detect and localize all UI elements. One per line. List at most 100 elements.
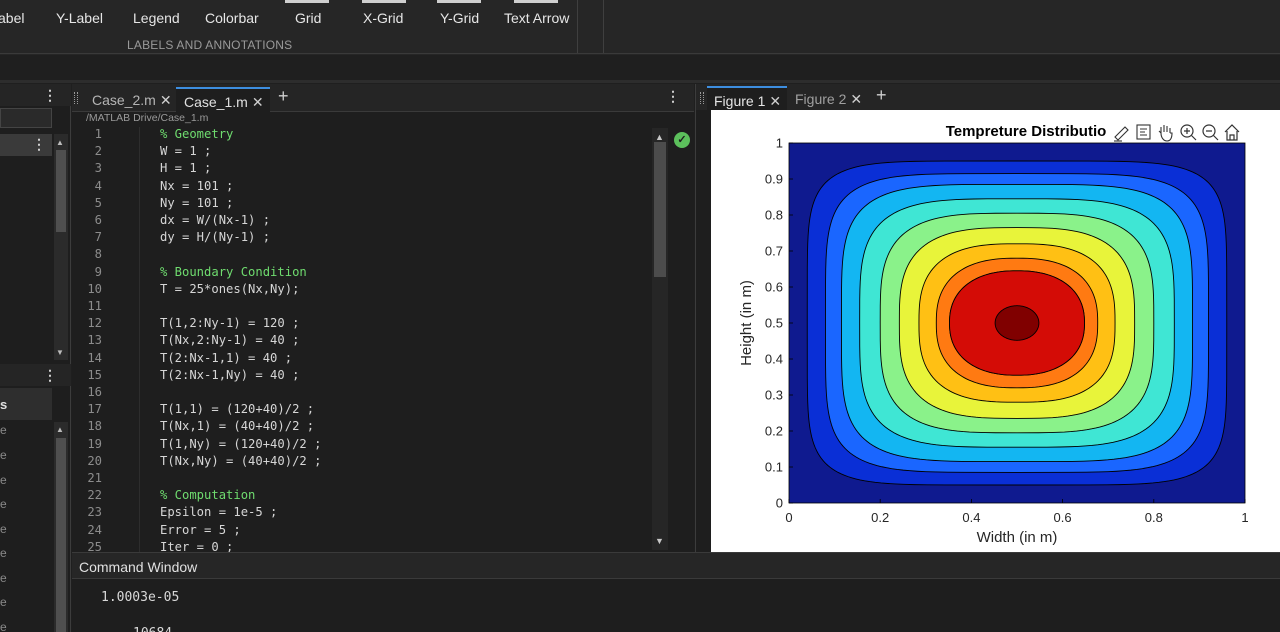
code-line[interactable]: 14 T(2:Nx-1,1) = 40 ; — [72, 351, 652, 368]
file-path: /MATLAB Drive/Case_1.m — [86, 112, 209, 124]
workspace-row[interactable]: e — [0, 473, 7, 487]
close-icon[interactable]: ✕ — [159, 92, 172, 108]
edit-plot-icon[interactable] — [1114, 126, 1129, 142]
grid-button[interactable]: Grid — [295, 10, 322, 26]
line-number: 20 — [87, 453, 102, 468]
scroll-down-icon[interactable]: ▼ — [655, 536, 664, 546]
path-input[interactable] — [0, 108, 52, 128]
code-line[interactable]: 20 T(Nx,Ny) = (40+40)/2 ; — [72, 454, 652, 471]
x-tick-label: 1 — [1241, 510, 1248, 525]
code-line[interactable]: 6 dx = W/(Nx-1) ; — [72, 213, 652, 230]
workspace-scroll-thumb[interactable] — [56, 438, 66, 632]
workspace-row[interactable]: e — [0, 423, 7, 437]
code-line[interactable]: 5 Ny = 101 ; — [72, 196, 652, 213]
command-window[interactable]: Command Window 1.0003e-05 10684 — [72, 552, 1280, 632]
code-line[interactable]: 19 T(1,Ny) = (120+40)/2 ; — [72, 437, 652, 454]
close-icon[interactable]: ✕ — [850, 91, 863, 107]
code-line[interactable]: 17 T(1,1) = (120+40)/2 ; — [72, 402, 652, 419]
code-line[interactable]: 22 % Computation — [72, 488, 652, 505]
code-text: Epsilon = 1e-5 ; — [160, 505, 278, 520]
scroll-up-icon[interactable]: ▲ — [655, 132, 664, 142]
editor-kebab-icon[interactable]: ⋮ — [666, 88, 680, 104]
workspace-row[interactable]: e — [0, 522, 7, 536]
code-line[interactable]: 10 T = 25*ones(Nx,Ny); — [72, 282, 652, 299]
code-line[interactable]: 8 — [72, 247, 652, 264]
contour-plot[interactable]: 0 0.2 0.4 0.6 0.8 1 0 0.1 0.2 0.3 0.4 0.5 0.6 0.7 0.8 0… — [711, 110, 1280, 552]
code-line[interactable]: 2 W = 1 ; — [72, 144, 652, 161]
code-line[interactable]: 12 T(1,2:Ny-1) = 120 ; — [72, 316, 652, 333]
kebab-menu-icon[interactable]: ⋮ — [43, 87, 57, 103]
line-number: 5 — [94, 195, 102, 210]
code-line[interactable]: 1 % Geometry — [72, 127, 652, 144]
editor-scroll-thumb[interactable] — [654, 142, 666, 277]
workspace-row[interactable]: e — [0, 620, 7, 632]
workspace-scroll-up-icon[interactable]: ▲ — [56, 425, 64, 434]
home-icon[interactable] — [1224, 124, 1240, 141]
line-number: 12 — [87, 316, 102, 331]
workspace-header: ⋮ — [0, 364, 71, 386]
code-line[interactable]: 25 Iter = 0 ; — [72, 540, 652, 552]
x-grid-button[interactable]: X-Grid — [363, 10, 404, 26]
code-line[interactable]: 15 T(2:Nx-1,Ny) = 40 ; — [72, 368, 652, 385]
workspace-row[interactable]: e — [0, 497, 7, 511]
y-grid-icon — [437, 0, 481, 3]
close-icon[interactable]: ✕ — [769, 93, 782, 109]
code-line[interactable]: 16 — [72, 385, 652, 402]
drag-grip-icon[interactable] — [700, 92, 704, 104]
text-arrow-button[interactable]: Text Arrow — [504, 10, 570, 26]
x-tick-label: 0.2 — [871, 510, 889, 525]
check-circle-icon[interactable]: ✓ — [674, 132, 690, 148]
tab-case-1[interactable]: Case_1.m ✕ — [176, 87, 270, 112]
code-line[interactable]: 3 H = 1 ; — [72, 161, 652, 178]
code-area[interactable]: 1 % Geometry 2 W = 1 ; 3 H = 1 ; 4 Nx = 101 ; 5 N… — [72, 127, 652, 552]
workspace-row[interactable]: e — [0, 546, 7, 560]
pan-hand-icon[interactable] — [1158, 125, 1173, 142]
selected-file-row[interactable]: ⋮ — [0, 134, 52, 156]
datatip-icon[interactable] — [1136, 124, 1151, 140]
figure-splitter[interactable] — [696, 110, 711, 552]
y-tick-label: 0.3 — [765, 388, 783, 403]
toolstrip-section: abel Y-Label Legend Colorbar Grid X-Grid… — [0, 0, 604, 53]
scroll-down-icon[interactable]: ▼ — [56, 348, 64, 357]
code-line[interactable]: 24 Error = 5 ; — [72, 523, 652, 540]
legend-button[interactable]: Legend — [133, 10, 180, 26]
colorbar-button[interactable]: Colorbar — [205, 10, 259, 26]
line-number: 19 — [87, 436, 102, 451]
scroll-up-icon[interactable]: ▲ — [56, 138, 64, 147]
code-line[interactable]: 23 Epsilon = 1e-5 ; — [72, 505, 652, 522]
code-line[interactable]: 4 Nx = 101 ; — [72, 179, 652, 196]
file-browser-scroll-thumb[interactable] — [56, 150, 66, 232]
row-kebab-icon[interactable]: ⋮ — [32, 136, 46, 152]
code-line[interactable]: 13 T(Nx,2:Ny-1) = 40 ; — [72, 333, 652, 350]
tab-figure-1[interactable]: Figure 1 ✕ — [707, 86, 788, 110]
code-line[interactable]: 9 % Boundary Condition — [72, 265, 652, 282]
workspace-row[interactable]: e — [0, 571, 7, 585]
y-grid-button[interactable]: Y-Grid — [440, 10, 480, 26]
tab-figure-2[interactable]: Figure 2 ✕ — [788, 86, 868, 110]
zoom-out-icon[interactable] — [1202, 124, 1219, 141]
x-axis-label: Width (in m) — [977, 529, 1058, 546]
close-icon[interactable]: ✕ — [251, 94, 264, 110]
code-line[interactable]: 21 — [72, 471, 652, 488]
workspace-kebab-icon[interactable]: ⋮ — [43, 367, 57, 383]
workspace-column-header[interactable]: s — [0, 388, 52, 420]
y-tick-label: 0.8 — [765, 208, 783, 223]
command-window-title: Command Window — [79, 559, 198, 575]
workspace-row[interactable]: e — [0, 595, 7, 609]
code-line[interactable]: 11 — [72, 299, 652, 316]
tab-case-2[interactable]: Case_2.m ✕ — [84, 87, 178, 112]
add-figure-tab-icon[interactable]: + — [876, 85, 887, 105]
y-axis-label: Height (in m) — [738, 280, 755, 366]
line-number: 9 — [94, 264, 102, 279]
zoom-in-icon[interactable] — [1180, 124, 1197, 141]
code-line[interactable]: 18 T(Nx,1) = (40+40)/2 ; — [72, 419, 652, 436]
y-label-button[interactable]: Y-Label — [56, 10, 103, 26]
tab-label: Figure 2 — [795, 91, 847, 107]
toolstrip-divider — [0, 53, 1280, 54]
code-text: H = 1 ; — [160, 161, 212, 176]
drag-grip-icon[interactable] — [74, 92, 78, 104]
workspace-row[interactable]: e — [0, 448, 7, 462]
code-line[interactable]: 7 dy = H/(Ny-1) ; — [72, 230, 652, 247]
x-label-button[interactable]: abel — [0, 10, 25, 26]
add-tab-icon[interactable]: + — [278, 86, 289, 106]
